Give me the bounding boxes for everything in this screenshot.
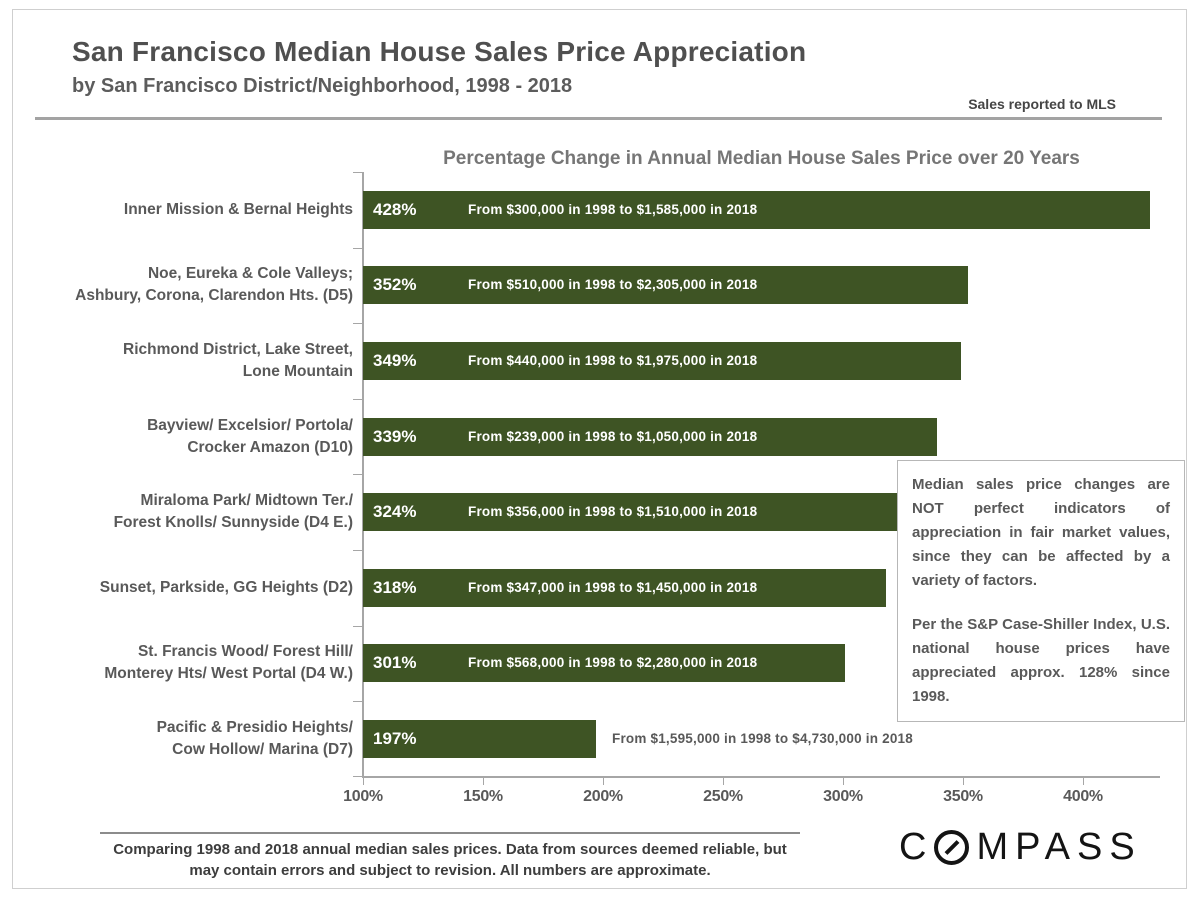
y-axis-boundary-tick	[353, 323, 363, 325]
bar-row: Sunset, Parkside, GG Heights (D2) 318% F…	[0, 550, 1200, 626]
y-axis-boundary-tick	[353, 172, 363, 173]
annotation-box: Median sales price changes are NOT perfe…	[897, 460, 1185, 722]
category-label: Sunset, Parkside, GG Heights (D2)	[99, 578, 353, 596]
bar: 301%	[363, 644, 845, 683]
bar-value-label: 349%	[373, 350, 417, 370]
x-axis-tick-label: 100%	[343, 788, 383, 805]
compass-logo-text-mpass: MPASS	[976, 825, 1142, 868]
bar: 197%	[363, 719, 596, 758]
bar-value-label: 318%	[373, 577, 417, 597]
bar: 428%	[363, 190, 1150, 229]
x-axis-tick	[843, 778, 844, 785]
header-rule	[35, 117, 1162, 120]
footer-disclaimer-line2: may contain errors and subject to revisi…	[189, 862, 711, 879]
bar-detail-label: From $440,000 in 1998 to $1,975,000 in 2…	[468, 352, 758, 368]
y-axis-boundary-tick	[353, 776, 363, 777]
bar-value-label: 352%	[373, 275, 417, 295]
category-label: St. Francis Wood/ Forest Hill/ Monterey …	[104, 643, 353, 683]
footer-rule	[100, 832, 800, 834]
bar: 318%	[363, 568, 886, 607]
bar-row: St. Francis Wood/ Forest Hill/ Monterey …	[0, 626, 1200, 702]
bar-detail-label: From $510,000 in 1998 to $2,305,000 in 2…	[468, 277, 758, 293]
y-axis-boundary-tick	[353, 701, 363, 703]
category-label: Miraloma Park/ Midtown Ter./ Forest Knol…	[113, 492, 353, 532]
x-axis-tick	[963, 778, 964, 785]
bar-detail-label: From $1,595,000 in 1998 to $4,730,000 in…	[612, 730, 913, 746]
x-axis-tick	[483, 778, 484, 785]
bar-value-label: 339%	[373, 426, 417, 446]
bar-detail-label: From $347,000 in 1998 to $1,450,000 in 2…	[468, 579, 758, 595]
y-axis-boundary-tick	[353, 550, 363, 551]
mls-note: Sales reported to MLS	[968, 96, 1116, 112]
y-axis-line	[362, 172, 364, 778]
footer-disclaimer: Comparing 1998 and 2018 annual median sa…	[90, 839, 810, 881]
page-title: San Francisco Median House Sales Price A…	[72, 36, 807, 67]
x-axis-tick	[363, 778, 364, 785]
bar-value-label: 428%	[373, 199, 417, 219]
y-axis-boundary-tick	[353, 247, 363, 249]
x-axis-tick	[1083, 778, 1084, 785]
bar: 349%	[363, 341, 961, 380]
compass-logo: C MPASS	[899, 824, 1142, 870]
x-axis-tick-label: 300%	[823, 788, 863, 805]
bar-row: Inner Mission & Bernal Heights 428% From…	[0, 172, 1200, 248]
compass-logo-text-c: C	[899, 825, 934, 868]
x-axis-tick-label: 250%	[703, 788, 743, 805]
bar-value-label: 324%	[373, 502, 417, 522]
footer-disclaimer-line1: Comparing 1998 and 2018 annual median sa…	[113, 841, 787, 858]
category-label: Noe, Eureka & Cole Valleys; Ashbury, Cor…	[75, 265, 353, 305]
page-subtitle: by San Francisco District/Neighborhood, …	[72, 75, 573, 97]
bar-detail-label: From $356,000 in 1998 to $1,510,000 in 2…	[468, 504, 758, 520]
bar: 324%	[363, 493, 901, 532]
x-axis-tick-label: 400%	[1063, 788, 1103, 805]
compass-slashed-o-icon	[934, 829, 970, 865]
bar-value-label: 197%	[373, 728, 417, 748]
category-label: Inner Mission & Bernal Heights	[123, 200, 353, 218]
bar-detail-label: From $568,000 in 1998 to $2,280,000 in 2…	[468, 655, 758, 671]
bar-detail-label: From $300,000 in 1998 to $1,585,000 in 2…	[468, 201, 758, 217]
category-label: Richmond District, Lake Street, Lone Mou…	[123, 340, 353, 380]
y-axis-boundary-tick	[353, 398, 363, 400]
bar-row: Bayview/ Excelsior/ Portola/ Crocker Ama…	[0, 399, 1200, 475]
x-axis-tick	[603, 778, 604, 785]
chart-title: Percentage Change in Annual Median House…	[443, 148, 1080, 169]
bar: 339%	[363, 417, 937, 456]
bar-row: Miraloma Park/ Midtown Ter./ Forest Knol…	[0, 474, 1200, 550]
bar-value-label: 301%	[373, 653, 417, 673]
bar-detail-label: From $239,000 in 1998 to $1,050,000 in 2…	[468, 428, 758, 444]
compass-needle-icon	[944, 839, 960, 855]
y-axis-boundary-tick	[353, 474, 363, 476]
y-axis-boundary-tick	[353, 625, 363, 627]
x-axis-tick-label: 350%	[943, 788, 983, 805]
x-axis-tick-label: 150%	[463, 788, 503, 805]
annotation-paragraph-2: Per the S&P Case-Shiller Index, U.S. nat…	[912, 616, 1170, 705]
bar-row: Noe, Eureka & Cole Valleys; Ashbury, Cor…	[0, 248, 1200, 324]
bar-row: Richmond District, Lake Street, Lone Mou…	[0, 323, 1200, 399]
category-label: Bayview/ Excelsior/ Portola/ Crocker Ama…	[147, 416, 353, 456]
bar: 352%	[363, 266, 968, 305]
annotation-paragraph-1: Median sales price changes are NOT perfe…	[912, 476, 1170, 589]
x-axis-line	[362, 776, 1160, 778]
bar-row: Pacific & Presidio Heights/ Cow Hollow/ …	[0, 701, 1200, 777]
category-label: Pacific & Presidio Heights/ Cow Hollow/ …	[156, 718, 353, 758]
x-axis-tick	[723, 778, 724, 785]
x-axis-tick-label: 200%	[583, 788, 623, 805]
